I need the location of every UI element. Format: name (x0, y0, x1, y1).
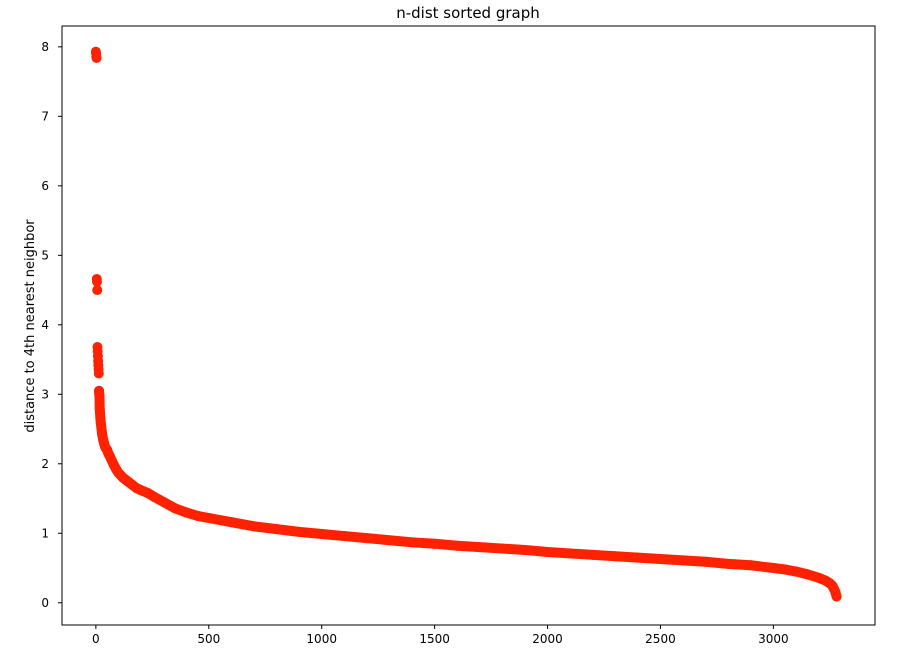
y-axis: 0 1 2 3 4 5 6 7 8 (41, 40, 62, 610)
data-point (226, 517, 237, 528)
data-point (565, 548, 576, 559)
data-point (474, 542, 485, 553)
x-tick-label: 2000 (532, 632, 563, 646)
data-point (542, 547, 553, 558)
y-tick-label: 6 (41, 179, 49, 193)
chart-title: n-dist sorted graph (396, 4, 540, 22)
y-tick-label: 4 (41, 318, 49, 332)
data-point (802, 569, 813, 580)
data-point (452, 540, 463, 551)
data-point (678, 555, 689, 566)
y-tick-label: 7 (41, 109, 49, 123)
x-axis: 0 500 1000 1500 2000 2500 3000 (92, 625, 789, 646)
y-tick-label: 3 (41, 387, 49, 401)
data-point (149, 492, 160, 503)
y-tick-label: 0 (41, 596, 49, 610)
data-point (158, 497, 169, 508)
plot-frame (61, 25, 876, 626)
x-tick-label: 1000 (306, 632, 337, 646)
data-point (169, 503, 180, 514)
data-point (92, 276, 103, 287)
data-point (497, 543, 508, 554)
data-point (93, 368, 104, 379)
data-point (181, 507, 192, 518)
data-point (91, 52, 102, 63)
data-point (94, 391, 105, 402)
data-point (294, 526, 305, 537)
y-tick-label: 5 (41, 248, 49, 262)
data-point (632, 552, 643, 563)
x-tick-label: 1500 (419, 632, 450, 646)
data-point (339, 531, 350, 542)
data-point (248, 521, 259, 532)
data-point (92, 285, 103, 296)
x-tick-label: 2500 (645, 632, 676, 646)
data-point (316, 528, 327, 539)
y-tick-label: 2 (41, 457, 49, 471)
data-point (745, 560, 756, 571)
data-points (90, 46, 842, 602)
data-point (779, 564, 790, 575)
data-point (790, 566, 801, 577)
data-point (723, 558, 734, 569)
y-tick-label: 1 (41, 526, 49, 540)
data-point (831, 591, 842, 602)
data-point (192, 510, 203, 521)
y-tick-label: 8 (41, 40, 49, 54)
data-point (768, 563, 779, 574)
data-point (700, 556, 711, 567)
x-tick-label: 500 (197, 632, 220, 646)
data-point (203, 512, 214, 523)
data-point (610, 551, 621, 562)
x-tick-label: 0 (92, 632, 100, 646)
data-point (429, 538, 440, 549)
data-point (655, 553, 666, 564)
data-point (587, 549, 598, 560)
data-point (384, 535, 395, 546)
x-tick-label: 3000 (758, 632, 789, 646)
data-point (407, 537, 418, 548)
y-axis-label: distance to 4th nearest neighbor (23, 219, 38, 433)
data-point (271, 524, 282, 535)
data-point (361, 533, 372, 544)
data-point (519, 544, 530, 555)
